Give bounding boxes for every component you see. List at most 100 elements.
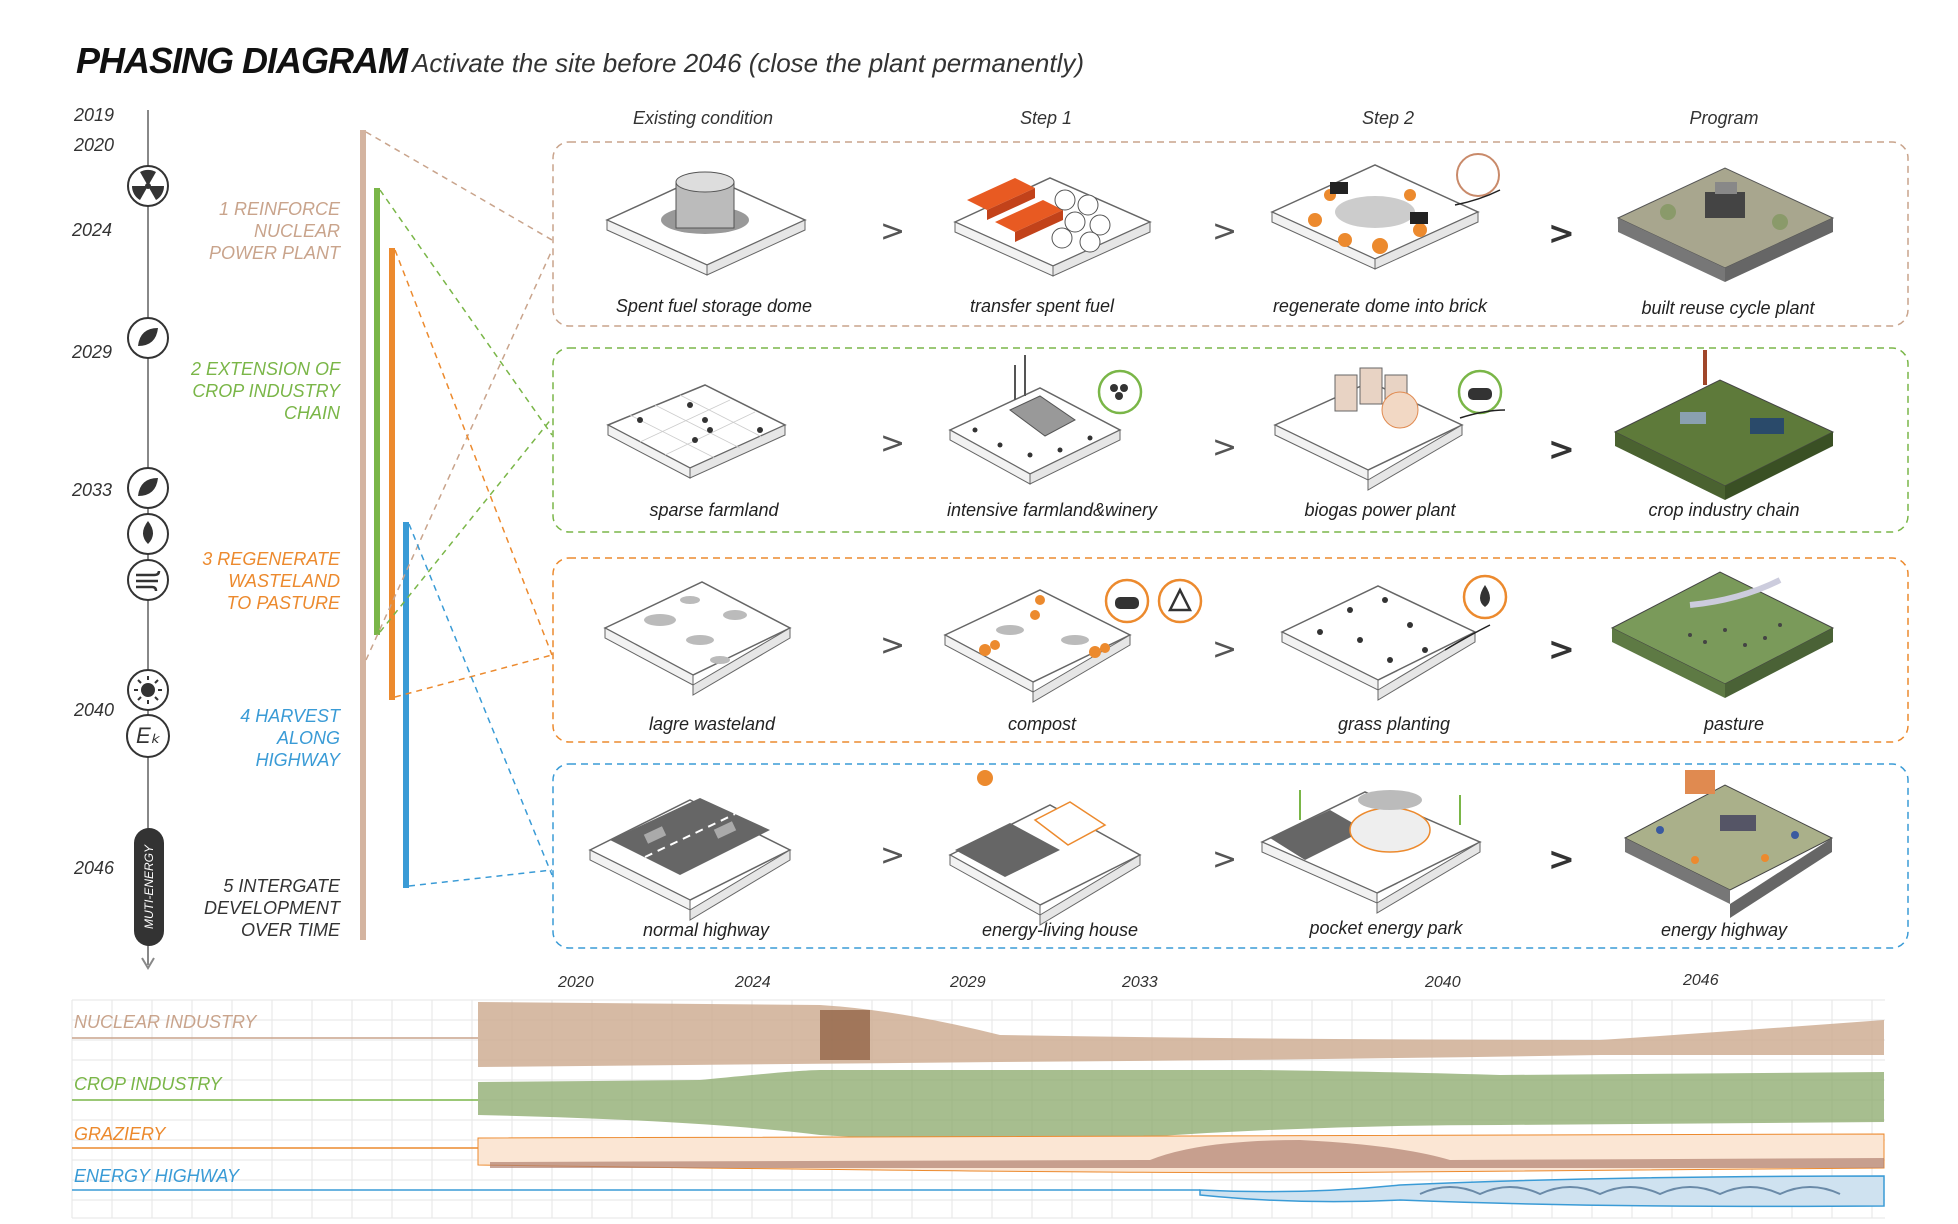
- caption-r4c1: normal highway: [642, 920, 770, 940]
- illustration-compost: [943, 578, 1203, 703]
- illustration-energy-highway: [1623, 770, 1834, 918]
- band-crop: [478, 1070, 1884, 1140]
- nuclear-icon: [127, 165, 169, 207]
- phase-label-3: 3 REGENERATE WASTELAND TO PASTURE: [202, 549, 340, 613]
- illustration-biogas-plant: [1273, 367, 1506, 491]
- illustration-dome-to-brick: [1270, 153, 1501, 270]
- caption-r1c3: regenerate dome into brick: [1272, 296, 1488, 316]
- band-nuclear-structure: [820, 1010, 870, 1060]
- illustration-storage-dome: [605, 171, 807, 276]
- arrow-r1-1: >: [880, 214, 906, 249]
- arrow-r4-2: >: [1212, 842, 1238, 877]
- illustration-pocket-park: [1260, 790, 1482, 914]
- caption-r1c2: transfer spent fuel: [969, 296, 1115, 316]
- phase-label-1: 1 REINFORCE NUCLEAR POWER PLANT: [208, 199, 340, 263]
- band-label-crop: CROP INDUSTRY: [74, 1074, 222, 1094]
- illustration-pasture: [1610, 571, 1835, 698]
- phase-label-4: 4 HARVEST ALONG HIGHWAY: [240, 706, 340, 770]
- band-graziery-animals: [490, 1140, 1884, 1168]
- arrow-r2-2: >: [1212, 430, 1238, 465]
- page-subtitle: Activate the site before 2046 (close the…: [412, 48, 1085, 78]
- bottom-year-2033: 2033: [1122, 974, 1158, 991]
- connector-crop-top: [379, 189, 553, 436]
- timeline-year-2029: 2029: [72, 342, 113, 362]
- band-label-highway: ENERGY HIGHWAY: [74, 1166, 240, 1186]
- caption-r2c2: intensive farmland&winery: [946, 500, 1158, 520]
- connector-crop-bottom: [379, 417, 553, 633]
- illustration-energy-house: [948, 770, 1142, 926]
- arrow-r1-2: >: [1212, 214, 1238, 249]
- band-label-nuclear: NUCLEAR INDUSTRY: [74, 1012, 257, 1032]
- bottom-year-2024: 2024: [735, 974, 771, 991]
- illustration-normal-highway: [588, 798, 792, 921]
- arrow-r4-1: >: [880, 838, 906, 873]
- leaf-icon: [127, 467, 169, 509]
- row-frame-pasture: [552, 557, 1909, 743]
- connector-pasture-bottom: [394, 654, 553, 698]
- arrow-r2-3: >: [1548, 430, 1575, 468]
- bottom-year-2040: 2040: [1425, 974, 1461, 991]
- column-header-step1: Step 1: [1019, 108, 1073, 128]
- illustration-transfer-fuel: [953, 177, 1152, 277]
- timeline-year-2046: 2046: [74, 858, 115, 878]
- arrow-r3-2: >: [1212, 632, 1238, 667]
- column-header-existing: Existing condition: [632, 108, 774, 128]
- timeline-year-2033: 2033: [72, 480, 113, 500]
- row-frame-crop: [552, 347, 1909, 533]
- phase-label-2: 2 EXTENSION OF CROP INDUSTRY CHAIN: [190, 359, 340, 423]
- column-header-program: Program: [1689, 108, 1759, 128]
- illustration-wasteland: [603, 581, 792, 696]
- timeline-year-2024: 2024: [72, 220, 113, 240]
- caption-r1c4: built reuse cycle plant: [1641, 298, 1815, 318]
- arrow-r1-3: >: [1548, 214, 1575, 252]
- caption-r3c3: grass planting: [1337, 714, 1451, 734]
- arrow-r2-1: >: [880, 426, 906, 461]
- sun-icon: [127, 669, 169, 711]
- connector-pasture-top: [394, 249, 553, 656]
- caption-r2c1: sparse farmland: [649, 500, 779, 520]
- page-title: PHASING DIAGRAM: [76, 40, 408, 81]
- caption-r3c2: compost: [1007, 714, 1077, 734]
- illustration-intensive-farmland: [948, 355, 1143, 485]
- caption-r4c2: energy-living house: [981, 920, 1139, 940]
- arrow-r4-3: >: [1548, 840, 1575, 878]
- multi-energy-pill: [134, 828, 164, 946]
- band-highway-structure: [1419, 1186, 1841, 1196]
- connector-nuclear-bottom: [365, 249, 553, 661]
- band-label-graziery: GRAZIERY: [74, 1124, 166, 1144]
- band-highway: [1199, 1175, 1885, 1208]
- caption-r2c3: biogas power plant: [1304, 500, 1456, 520]
- timeline-year-2019: 2019: [74, 105, 115, 125]
- caption-r4c4: energy highway: [1660, 920, 1788, 940]
- bottom-year-2020: 2020: [558, 974, 594, 991]
- water-drop-icon: [127, 513, 169, 555]
- illustration-crop-chain: [1613, 350, 1835, 500]
- connector-highway-top: [408, 523, 553, 876]
- timeline-axis-arrow: [141, 957, 155, 970]
- connector-nuclear-top: [365, 131, 553, 241]
- arrow-r3-1: >: [880, 628, 906, 663]
- phase-label-5: 5 INTERGATE DEVELOPMENT OVER TIME: [203, 876, 340, 940]
- energy-ek-icon: Eₖ: [126, 714, 170, 758]
- caption-r3c4: pasture: [1703, 714, 1765, 734]
- bottom-year-2046: 2046: [1683, 972, 1719, 989]
- row-frame-highway: [552, 763, 1909, 949]
- arrow-r3-3: >: [1548, 630, 1575, 668]
- band-nuclear: [478, 1002, 1884, 1067]
- timeline-year-2040: 2040: [74, 700, 115, 720]
- timeline-year-2020: 2020: [74, 135, 115, 155]
- illustration-reuse-plant: [1616, 167, 1835, 282]
- bottom-year-2029: 2029: [950, 974, 986, 991]
- connector-highway-bottom: [408, 869, 553, 887]
- illustration-grass-planting: [1280, 574, 1508, 701]
- column-header-step2: Step 2: [1361, 108, 1415, 128]
- row-frame-nuclear: [552, 141, 1909, 327]
- leaf-icon: [127, 317, 169, 359]
- caption-r2c4: crop industry chain: [1648, 500, 1800, 520]
- wind-icon: [127, 559, 169, 601]
- illustration-sparse-farmland: [606, 384, 787, 479]
- caption-r3c1: lagre wasteland: [648, 714, 776, 734]
- caption-r4c3: pocket energy park: [1309, 918, 1463, 938]
- caption-r1c1: Spent fuel storage dome: [615, 296, 813, 316]
